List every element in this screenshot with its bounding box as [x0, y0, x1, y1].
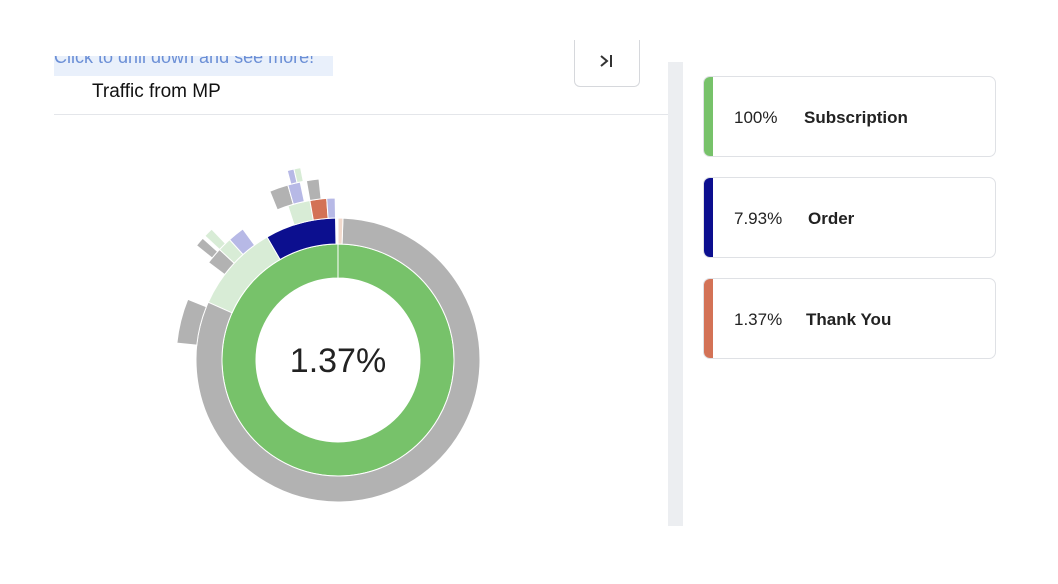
segment-level4[interactable] [204, 228, 227, 251]
legend-percent: 1.37% [734, 310, 783, 329]
segment-thank-you[interactable] [309, 197, 329, 221]
segment-level5[interactable] [293, 167, 304, 184]
drilldown-hint-banner: Click to drill down and see more! [54, 56, 333, 76]
sunburst-chart[interactable]: 1.37% [0, 0, 668, 584]
segment-level3-step[interactable] [228, 228, 256, 256]
legend-item-subscription[interactable]: 100% Subscription [703, 76, 996, 157]
sunburst-segments[interactable] [176, 167, 481, 503]
segment-other-step[interactable] [207, 236, 281, 314]
header-divider [54, 114, 668, 115]
conversion-rate-value: 1.37% [290, 342, 386, 380]
legend-item-order[interactable]: 7.93% Order [703, 177, 996, 258]
legend-percent: 100% [734, 108, 778, 127]
legend-swatch-order [704, 178, 713, 257]
chart-title: Traffic from MP [92, 81, 221, 102]
segment-level4[interactable] [195, 237, 219, 259]
panel-divider [668, 62, 683, 526]
drilldown-hint-text: Click to drill down and see more! [54, 56, 315, 67]
legend-swatch-subscription [704, 77, 713, 156]
legend-label: Thank You [806, 310, 892, 329]
legend-label: Subscription [804, 108, 908, 127]
legend-swatch-thank-you [704, 279, 713, 358]
segment-order[interactable] [266, 217, 337, 261]
segment-level3-exit[interactable] [176, 298, 207, 346]
segment-level4[interactable] [305, 178, 322, 202]
legend-percent: 7.93% [734, 209, 783, 228]
segment-small[interactable] [337, 217, 344, 245]
legend-item-thank-you[interactable]: 1.37% Thank You [703, 278, 996, 359]
legend-label: Order [808, 209, 855, 228]
collapse-icon [600, 55, 612, 67]
collapse-button[interactable] [574, 40, 640, 87]
segment-level3-step[interactable] [326, 197, 337, 219]
